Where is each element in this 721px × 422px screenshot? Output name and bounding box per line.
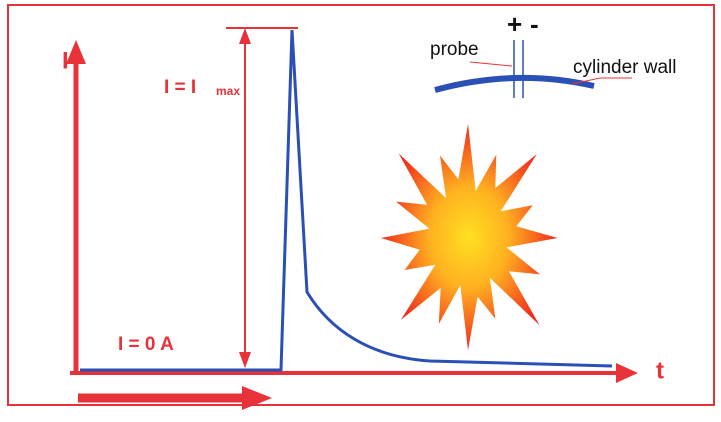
- plus-sign: +: [507, 9, 522, 39]
- y-axis-arrow: [66, 40, 86, 64]
- dimension-arrow-bottom: [239, 352, 251, 368]
- probe-leader: [469, 61, 513, 67]
- imax-subscript: max: [216, 84, 240, 98]
- explosion: [380, 124, 558, 351]
- dimension-arrow-top: [239, 28, 251, 44]
- frame: [7, 4, 715, 406]
- imax-label: I = I: [164, 77, 196, 98]
- minus-sign: -: [530, 9, 539, 39]
- x-axis-label: t: [656, 357, 664, 384]
- current-curve: [80, 29, 613, 372]
- wall-leader: [571, 77, 632, 85]
- probe-label: probe: [430, 39, 479, 60]
- cylinder-wall-label: cylinder wall: [573, 57, 676, 78]
- x-axis-arrow: [616, 363, 638, 383]
- y-axis-label: I: [62, 47, 69, 74]
- izero-label: I = 0 A: [118, 334, 174, 355]
- time-arrow-head: [242, 386, 272, 410]
